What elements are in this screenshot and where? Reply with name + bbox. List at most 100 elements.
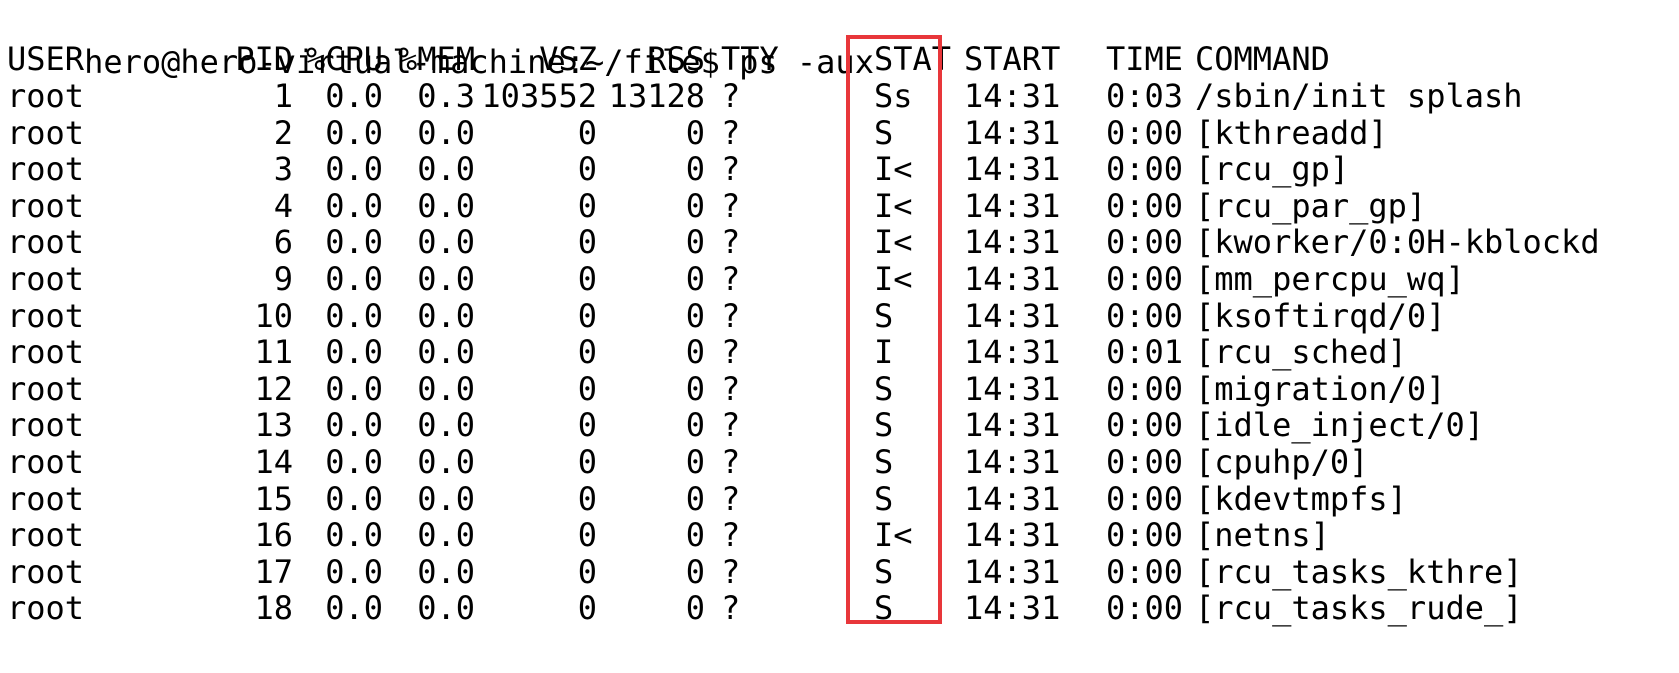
cell-command: [rcu_gp] xyxy=(1195,150,1350,189)
table-row: root 9 0.0 0.0 0 0 ? I< 14:31 0:00 [mm_p… xyxy=(7,260,1465,299)
cell-time: 0:00 xyxy=(1106,186,1184,225)
cell-stat: I< xyxy=(874,150,913,189)
cell-pid: 6 xyxy=(273,223,293,262)
cell-mem: 0.0 xyxy=(417,296,475,335)
cell-pid: 2 xyxy=(273,113,293,152)
cell-vsz: 0 xyxy=(577,589,597,628)
cell-start: 14:31 xyxy=(964,552,1061,591)
table-row: root 1 0.0 0.3 103552 13128 ? Ss 14:31 0… xyxy=(7,77,1523,116)
cell-cpu: 0.0 xyxy=(325,296,383,335)
cell-start: 14:31 xyxy=(964,113,1061,152)
cell-user: root xyxy=(7,186,85,225)
prompt-line: hero@hero-virtual-machine:~/file$ ps -au… xyxy=(7,4,874,81)
cell-tty: ? xyxy=(721,443,741,481)
cell-stat: I< xyxy=(874,186,913,225)
cell-tty: ? xyxy=(721,296,741,335)
header-rss: RSS xyxy=(647,40,705,78)
cell-user: root xyxy=(7,552,85,591)
cell-rss: 0 xyxy=(685,333,705,372)
cell-cpu: 0.0 xyxy=(325,589,383,628)
cell-command: [migration/0] xyxy=(1195,369,1446,408)
cell-mem: 0.0 xyxy=(417,150,475,189)
cell-tty: ? xyxy=(721,369,741,408)
cell-stat: I< xyxy=(874,516,913,555)
cell-cpu: 0.0 xyxy=(325,443,383,481)
cell-cpu: 0.0 xyxy=(325,333,383,372)
cell-pid: 13 xyxy=(254,406,293,445)
cell-start: 14:31 xyxy=(964,443,1061,481)
cell-mem: 0.3 xyxy=(417,77,475,115)
cell-tty: ? xyxy=(721,150,741,189)
cell-start: 14:31 xyxy=(964,260,1061,298)
cell-vsz: 0 xyxy=(577,479,597,518)
cell-start: 14:31 xyxy=(964,516,1061,555)
header-time: TIME xyxy=(1106,40,1184,78)
cell-rss: 0 xyxy=(685,406,705,445)
header-pid: PID xyxy=(235,40,293,78)
table-row: root 11 0.0 0.0 0 0 ? I 14:31 0:01 [rcu_… xyxy=(7,333,1407,372)
cell-stat: S xyxy=(874,589,894,628)
cell-pid: 1 xyxy=(273,77,293,115)
cell-command: [mm_percpu_wq] xyxy=(1195,260,1465,298)
cell-start: 14:31 xyxy=(964,296,1061,335)
cell-cpu: 0.0 xyxy=(325,150,383,189)
cell-time: 0:03 xyxy=(1106,77,1184,115)
cell-start: 14:31 xyxy=(964,406,1061,445)
cell-time: 0:00 xyxy=(1106,223,1184,262)
header-start: START xyxy=(964,40,1061,78)
table-row: root 14 0.0 0.0 0 0 ? S 14:31 0:00 [cpuh… xyxy=(7,443,1368,482)
cell-command: [cpuhp/0] xyxy=(1195,443,1369,481)
table-row: root 16 0.0 0.0 0 0 ? I< 14:31 0:00 [net… xyxy=(7,516,1330,555)
cell-vsz: 0 xyxy=(577,443,597,481)
cell-tty: ? xyxy=(721,113,741,152)
cell-pid: 17 xyxy=(254,552,293,591)
cell-user: root xyxy=(7,296,85,335)
cell-rss: 0 xyxy=(685,516,705,555)
cell-user: root xyxy=(7,369,85,408)
cell-vsz: 0 xyxy=(577,333,597,372)
table-row: root 2 0.0 0.0 0 0 ? S 14:31 0:00 [kthre… xyxy=(7,114,1388,153)
cell-tty: ? xyxy=(721,479,741,518)
cell-stat: S xyxy=(874,552,894,591)
cell-rss: 13128 xyxy=(608,77,705,115)
table-row: root 3 0.0 0.0 0 0 ? I< 14:31 0:00 [rcu_… xyxy=(7,150,1349,189)
cell-vsz: 0 xyxy=(577,186,597,225)
cell-mem: 0.0 xyxy=(417,333,475,372)
cell-stat: S xyxy=(874,369,894,408)
cell-tty: ? xyxy=(721,552,741,591)
cell-time: 0:00 xyxy=(1106,479,1184,518)
cell-mem: 0.0 xyxy=(417,552,475,591)
cell-tty: ? xyxy=(721,589,741,628)
cell-stat: S xyxy=(874,443,894,481)
cell-rss: 0 xyxy=(685,296,705,335)
cell-vsz: 0 xyxy=(577,260,597,298)
cell-rss: 0 xyxy=(685,113,705,152)
cell-pid: 4 xyxy=(273,186,293,225)
cell-pid: 15 xyxy=(254,479,293,518)
cell-vsz: 0 xyxy=(577,223,597,262)
cell-command: /sbin/init splash xyxy=(1195,77,1523,115)
cell-tty: ? xyxy=(721,77,741,115)
cell-cpu: 0.0 xyxy=(325,516,383,555)
cell-pid: 3 xyxy=(273,150,293,189)
cell-vsz: 0 xyxy=(577,296,597,335)
cell-mem: 0.0 xyxy=(417,223,475,262)
cell-pid: 10 xyxy=(254,296,293,335)
table-row: root 15 0.0 0.0 0 0 ? S 14:31 0:00 [kdev… xyxy=(7,479,1407,519)
cell-pid: 14 xyxy=(254,443,293,481)
cell-cpu: 0.0 xyxy=(325,406,383,445)
cell-vsz: 0 xyxy=(577,516,597,555)
cell-rss: 0 xyxy=(685,479,705,518)
cell-rss: 0 xyxy=(685,223,705,262)
cell-vsz: 0 xyxy=(577,552,597,591)
cell-pid: 18 xyxy=(254,589,293,628)
cell-vsz: 103552 xyxy=(481,77,597,115)
cell-pid: 11 xyxy=(254,333,293,372)
cell-pid: 9 xyxy=(273,260,293,298)
cell-user: root xyxy=(7,479,85,518)
cell-time: 0:00 xyxy=(1106,589,1184,628)
header-vsz: VSZ xyxy=(539,40,597,78)
cell-start: 14:31 xyxy=(964,589,1061,628)
cell-rss: 0 xyxy=(685,260,705,298)
